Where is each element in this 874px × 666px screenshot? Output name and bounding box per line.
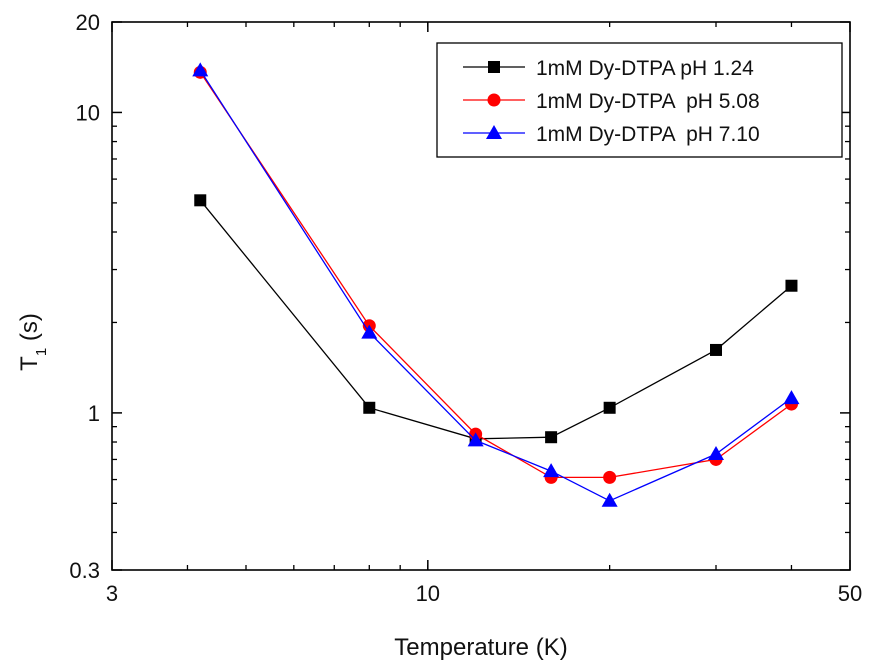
series-line — [199, 199, 792, 440]
y-axis-label: T1 (s) — [16, 313, 50, 371]
data-point — [783, 390, 800, 405]
data-point — [601, 492, 618, 507]
data-point — [361, 324, 378, 339]
data-point — [710, 343, 723, 356]
data-point — [603, 470, 617, 484]
data-point — [603, 401, 616, 414]
plot-frame — [111, 21, 851, 571]
axis-layer: 3 10 50 0.3 1 10 20 — [69, 10, 862, 606]
legend: 1mM Dy-DTPA pH 1.24 1mM Dy-DTPA pH 5.08 1m… — [436, 42, 843, 158]
y-tick-label: 1 — [88, 401, 100, 426]
legend-marker — [488, 61, 500, 73]
x-axis-label: Temperature (K) — [394, 634, 567, 661]
x-tick-label: 10 — [416, 581, 440, 606]
series-3 — [192, 62, 800, 507]
data-point — [708, 445, 725, 460]
x-tick-label: 50 — [838, 581, 862, 606]
data-point — [467, 432, 484, 447]
data-point — [363, 401, 376, 414]
legend-entry: 1mM Dy-DTPA pH 7.10 — [463, 123, 760, 146]
legend-label: 1mM Dy-DTPA pH 5.08 — [536, 90, 760, 113]
legend-entry: 1mM Dy-DTPA pH 1.24 — [463, 57, 754, 80]
legend-marker — [486, 125, 502, 139]
data-point — [785, 279, 798, 292]
legend-label: 1mM Dy-DTPA pH 7.10 — [536, 123, 760, 146]
data-point — [192, 62, 209, 77]
data-point — [194, 194, 207, 207]
x-tick-label: 3 — [106, 581, 118, 606]
data-point — [543, 463, 560, 478]
y-tick-label: 10 — [76, 100, 100, 125]
legend-label: 1mM Dy-DTPA pH 1.24 — [536, 57, 754, 80]
series-layer — [192, 62, 800, 507]
data-point — [545, 431, 558, 444]
y-tick-label: 0.3 — [69, 558, 100, 583]
series-1 — [194, 194, 798, 445]
legend-marker — [487, 93, 501, 107]
y-tick-label: 20 — [76, 10, 100, 35]
svg-text:T1 (s): T1 (s) — [16, 313, 50, 371]
legend-entry: 1mM Dy-DTPA pH 5.08 — [463, 90, 760, 113]
